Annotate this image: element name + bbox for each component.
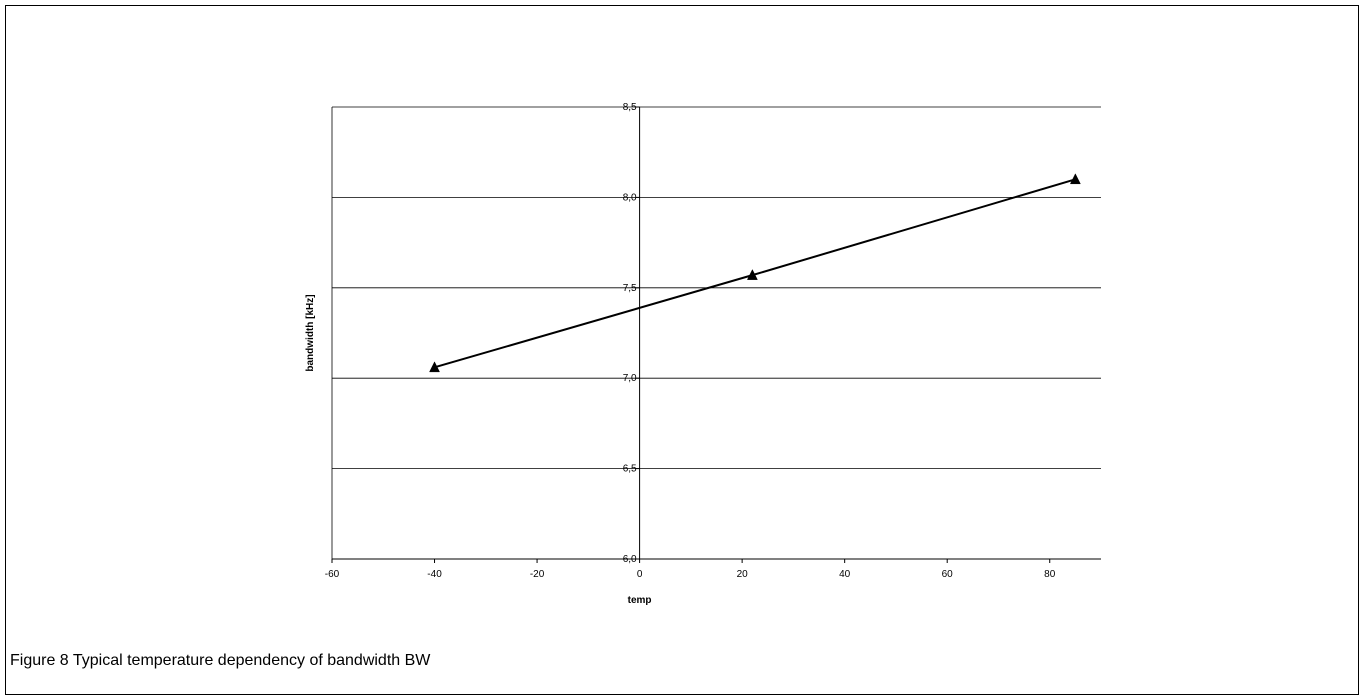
x-tick-label: 0 (637, 569, 643, 580)
x-tick-label: 80 (1044, 569, 1056, 580)
y-tick-label: 6,5 (623, 464, 637, 475)
data-series (429, 173, 1081, 373)
y-tick-label: 7,0 (623, 373, 637, 384)
grid-lines (332, 106, 1101, 560)
x-tick-label: -40 (427, 569, 442, 580)
data-point-marker (429, 361, 440, 373)
y-axis-title: bandwidth [kHz] (305, 294, 316, 371)
x-tick-label: 60 (942, 569, 954, 580)
x-tick-label: 20 (737, 569, 749, 580)
chart: -60 -40 -20 0 20 40 60 80 6,0 6,5 7,0 7,5 8,0 8,5 tem… (305, 102, 1101, 606)
tick-labels: -60 -40 -20 0 20 40 60 80 6,0 6,5 7,0 7,5 8,0 8,5 (325, 102, 1056, 580)
y-tick-label: 7,5 (623, 283, 637, 294)
figure-caption: Figure 8 Typical temperature dependency … (10, 652, 431, 669)
y-tick-label: 8,0 (623, 192, 637, 203)
x-tick-label: -20 (530, 569, 545, 580)
x-tick-label: 40 (839, 569, 851, 580)
series-line (434, 178, 1076, 369)
data-point-marker (746, 269, 758, 280)
y-tick-label: 8,5 (623, 102, 637, 113)
x-axis-title: temp (628, 595, 652, 606)
axes (331, 106, 1101, 563)
x-tick-label: -60 (325, 569, 340, 580)
data-point-marker (1069, 173, 1081, 185)
y-tick-label: 6,0 (623, 554, 637, 565)
